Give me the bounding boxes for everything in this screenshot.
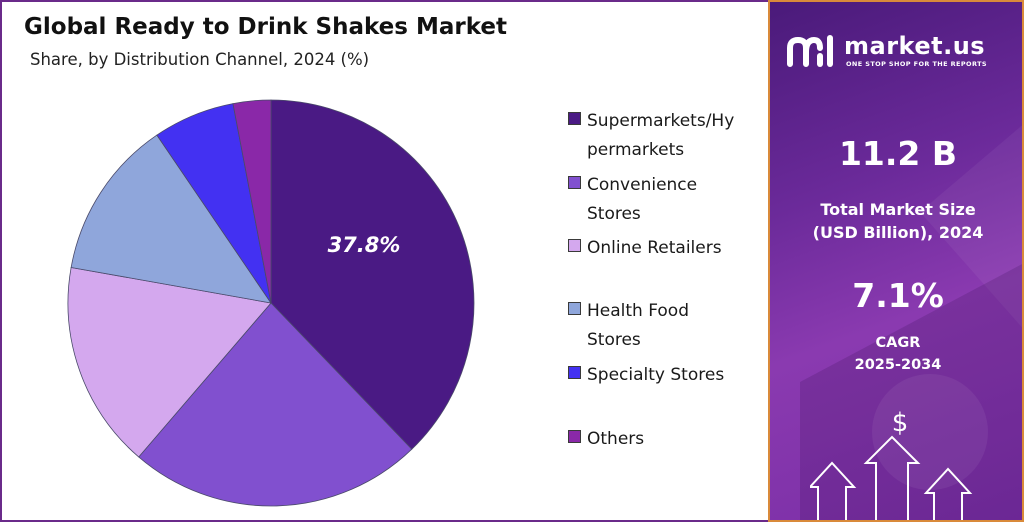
background-decoration: [800, 125, 1022, 520]
legend-label: Specialty Stores: [587, 361, 767, 390]
market-size-label-line2: (USD Billion), 2024: [812, 223, 984, 242]
legend-label-line: Supermarkets/Hy: [587, 111, 735, 131]
legend-label-line: Convenience: [587, 175, 698, 195]
pie-slice-online: [67, 267, 272, 458]
chart-subtitle: Share, by Distribution Channel, 2024 (%): [30, 50, 370, 69]
logo-text: market.us: [844, 32, 986, 60]
legend-label-line: Others: [587, 429, 645, 449]
market-size-value: 11.2 B: [838, 134, 958, 173]
cagr-value: 7.1%: [852, 276, 944, 315]
legend-label-line: Online Retailers: [587, 238, 722, 258]
legend-swatch: [568, 430, 581, 443]
pie-chart: 37.8%: [67, 99, 475, 507]
legend-label-line: Stores: [587, 204, 641, 224]
legend-swatch: [568, 302, 581, 315]
chart-panel: Global Ready to Drink Shakes Market Shar…: [0, 0, 768, 522]
legend-label-line: Health Food: [587, 301, 689, 321]
legend-label: Others: [587, 425, 767, 454]
cagr-label-line2: 2025-2034: [854, 357, 942, 373]
pie-slice-health-food: [70, 134, 272, 304]
legend-label: Health Food Stores: [587, 297, 767, 355]
pie-slice-others: [232, 99, 272, 304]
legend-label-line: Specialty Stores: [587, 365, 725, 385]
summary-panel: market.us ONE STOP SHOP FOR THE REPORTS …: [768, 0, 1024, 522]
dollar-icon: $: [892, 408, 909, 438]
legend-swatch: [568, 366, 581, 379]
logo: market.us ONE STOP SHOP FOR THE REPORTS: [786, 32, 1016, 72]
legend-swatch: [568, 239, 581, 252]
legend-label: Convenience Stores: [587, 171, 767, 229]
logo-tagline: ONE STOP SHOP FOR THE REPORTS: [846, 60, 987, 68]
data-label-supermarkets: 37.8%: [328, 233, 401, 257]
chart-legend: Supermarkets/Hy permarkets Convenience Stor…: [568, 2, 768, 522]
market-size-label-line1: Total Market Size: [820, 200, 976, 219]
legend-label: Supermarkets/Hy permarkets: [587, 107, 767, 165]
legend-label-line: Stores: [587, 330, 641, 350]
legend-swatch: [568, 112, 581, 125]
pie-slice-supermarkets: [270, 99, 475, 450]
chart-title: Global Ready to Drink Shakes Market: [24, 14, 507, 40]
pie-slice-convenience: [138, 302, 413, 507]
growth-arrows-icon: $: [810, 408, 973, 520]
logo-icon: [787, 35, 833, 67]
legend-label-line: permarkets: [587, 140, 685, 160]
cagr-label-line1: CAGR: [875, 335, 921, 351]
legend-label: Online Retailers: [587, 234, 767, 263]
legend-swatch: [568, 176, 581, 189]
